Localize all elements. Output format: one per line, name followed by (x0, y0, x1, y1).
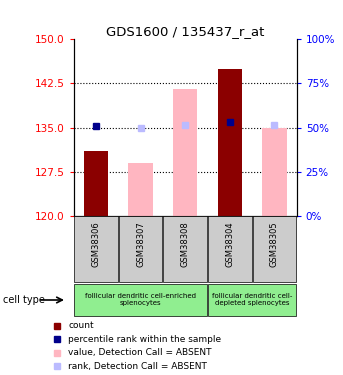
Bar (208, 216, 252, 282)
Text: follicular dendritic cell-
depleted splenocytes: follicular dendritic cell- depleted sple… (212, 294, 292, 306)
Bar (173, 89, 198, 216)
Bar (74, 285, 207, 315)
Text: count: count (68, 321, 94, 330)
Bar (74, 216, 118, 282)
Bar (84, 151, 108, 216)
Bar (163, 216, 207, 282)
Text: value, Detection Call = ABSENT: value, Detection Call = ABSENT (68, 348, 212, 357)
Bar (119, 216, 163, 282)
Text: cell type: cell type (3, 295, 45, 305)
Text: GSM38305: GSM38305 (270, 221, 279, 267)
Bar (262, 128, 286, 216)
Text: GSM38304: GSM38304 (225, 221, 234, 267)
Text: percentile rank within the sample: percentile rank within the sample (68, 334, 221, 344)
Text: follicular dendritic cell-enriched
splenocytes: follicular dendritic cell-enriched splen… (85, 294, 196, 306)
Text: rank, Detection Call = ABSENT: rank, Detection Call = ABSENT (68, 362, 207, 371)
Title: GDS1600 / 135437_r_at: GDS1600 / 135437_r_at (106, 25, 264, 38)
Bar (208, 285, 296, 315)
Text: GSM38308: GSM38308 (181, 221, 190, 267)
Text: GSM38306: GSM38306 (92, 221, 100, 267)
Text: GSM38307: GSM38307 (136, 221, 145, 267)
Bar (252, 216, 296, 282)
Bar (217, 69, 242, 216)
Bar (128, 163, 153, 216)
